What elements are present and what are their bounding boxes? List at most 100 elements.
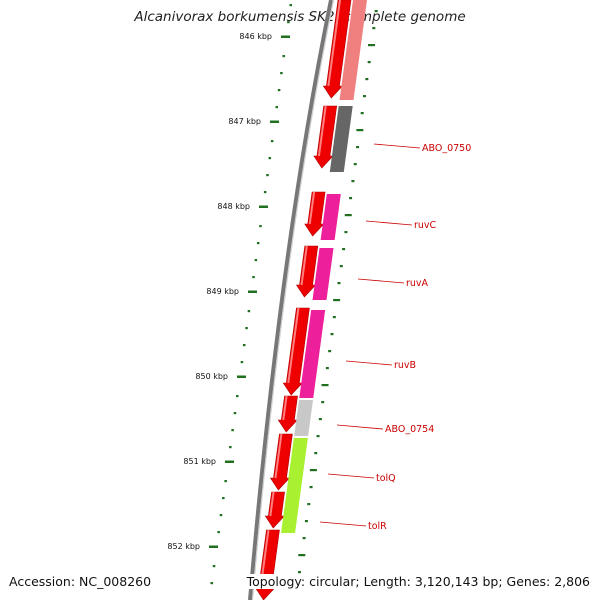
gene-block	[294, 400, 313, 436]
label-leader	[373, 143, 421, 149]
gene-block	[312, 248, 334, 300]
outer-tick	[333, 299, 341, 302]
minor-tick	[231, 429, 234, 432]
outer-tick	[372, 27, 376, 30]
label-leader	[319, 521, 367, 527]
backbone-highlight	[251, 0, 335, 600]
outer-tick	[349, 197, 353, 200]
cds-arrow-highlight	[317, 105, 327, 157]
major-tick	[259, 205, 268, 208]
gene-label: tolQ	[376, 473, 396, 484]
major-tick	[281, 35, 290, 38]
cds-arrow-highlight	[300, 245, 308, 286]
outer-tick	[353, 163, 357, 166]
minor-tick	[242, 344, 246, 347]
minor-tick	[247, 310, 251, 313]
major-tick	[209, 545, 218, 548]
cds-arrow-highlight	[282, 395, 288, 421]
outer-tick	[332, 316, 336, 319]
minor-tick	[236, 395, 239, 398]
outer-tick	[321, 401, 325, 404]
major-tick	[237, 375, 246, 378]
cds-arrow	[304, 191, 326, 237]
outer-ticks	[297, 10, 378, 574]
minor-tick	[212, 565, 216, 568]
outer-tick	[360, 112, 364, 115]
outer-tick	[316, 435, 320, 438]
outer-tick	[328, 350, 332, 353]
label-leader	[327, 473, 375, 479]
major-ticks: 846 kbp 847 kbp 848 kbp 849 kbp 850 kbp 851 k…	[167, 32, 290, 551]
minor-tick	[240, 361, 244, 364]
outer-tick	[367, 44, 375, 47]
gene-label: ruvA	[406, 278, 429, 289]
tick-label: 846 kbp	[239, 32, 272, 41]
outer-tick	[302, 537, 306, 540]
outer-tick	[325, 367, 329, 370]
major-tick	[225, 460, 234, 463]
gene-labels: ABO_0750 ruvC ruvA ruvB ABO_0754 tolQ tolR	[319, 143, 471, 532]
minor-tick	[263, 191, 267, 194]
tick-label: 850 kbp	[195, 372, 228, 381]
tick-label: 848 kbp	[217, 202, 250, 211]
cds-arrow	[277, 395, 298, 433]
outer-tick	[356, 129, 364, 132]
minor-tick	[259, 225, 262, 228]
accession-text: Accession: NC_008260	[9, 574, 152, 589]
outer-tick	[337, 282, 341, 285]
minor-ticks	[210, 4, 292, 585]
cds-arrow-highlight	[269, 491, 275, 517]
minor-tick	[280, 72, 283, 75]
minor-tick	[245, 327, 248, 330]
label-leader	[357, 278, 405, 284]
cds-arrow	[264, 491, 286, 529]
label-leader	[345, 360, 393, 366]
cds-track	[255, 0, 352, 600]
outer-tick	[304, 520, 308, 523]
major-tick	[270, 120, 279, 123]
tick-label: 849 kbp	[206, 287, 239, 296]
outer-tick	[309, 469, 317, 472]
gene-label: ABO_0750	[422, 143, 471, 154]
outer-tick	[298, 554, 306, 557]
minor-tick	[217, 531, 220, 534]
minor-tick	[266, 174, 269, 177]
minor-tick	[222, 497, 225, 500]
gene-block	[329, 106, 353, 172]
cds-arrow-highlight	[327, 0, 341, 87]
gene-label: ruvB	[394, 360, 416, 371]
gene-label: tolR	[368, 521, 387, 532]
genome-backbone	[248, 0, 333, 600]
minor-tick	[268, 157, 272, 160]
minor-tick	[254, 259, 258, 262]
outer-tick	[351, 180, 355, 183]
outer-tick	[356, 146, 360, 149]
label-leader	[336, 424, 384, 430]
outer-tick	[365, 78, 369, 81]
outer-tick	[314, 452, 318, 455]
minor-tick	[256, 242, 260, 245]
gene-block	[339, 0, 367, 100]
minor-tick	[287, 21, 290, 24]
outer-tick	[342, 248, 346, 251]
minor-tick	[210, 582, 213, 585]
minor-tick	[275, 106, 279, 109]
outer-tick	[309, 486, 313, 489]
outer-tick	[307, 503, 311, 506]
gene-track	[281, 0, 367, 533]
topology-text: Topology: circular; Length: 3,120,143 bp…	[244, 574, 590, 589]
minor-tick	[282, 55, 285, 58]
gene-block	[281, 438, 308, 533]
gene-block	[320, 194, 341, 240]
outer-tick	[367, 61, 371, 64]
outer-tick	[297, 571, 301, 574]
outer-tick	[374, 10, 378, 13]
gene-label: ABO_0754	[385, 424, 434, 435]
major-tick	[248, 290, 257, 293]
gene-label: ruvC	[414, 220, 437, 231]
outer-tick	[318, 418, 322, 421]
outer-tick	[330, 333, 334, 336]
minor-tick	[270, 140, 274, 143]
map-title: Alcanivorax borkumensis SK2, complete ge…	[134, 9, 466, 25]
